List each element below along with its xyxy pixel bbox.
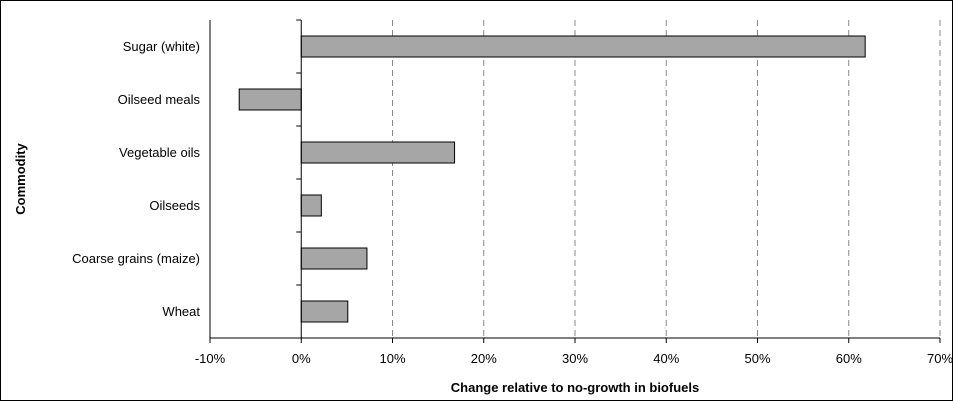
x-tick-label: 50% <box>744 351 770 366</box>
x-tick-label: 40% <box>653 351 679 366</box>
grid-lines <box>392 20 941 338</box>
x-tick-label: 20% <box>471 351 497 366</box>
category-label: Coarse grains (maize) <box>72 251 200 266</box>
bar <box>300 194 322 217</box>
x-tick-label: 10% <box>379 351 405 366</box>
x-tick-label: 60% <box>836 351 862 366</box>
category-label: Oilseeds <box>149 198 200 213</box>
bar <box>300 247 368 270</box>
category-labels: Sugar (white) Oilseed meals Vegetable oils… <box>72 39 200 319</box>
x-tick-label: -10% <box>195 351 226 366</box>
x-tick-labels: -10% 0% 10% 20% 30% 40% 50% 60% 70% <box>195 351 953 366</box>
x-axis-title: Change relative to no-growth in biofuels <box>451 380 699 395</box>
category-label: Wheat <box>162 304 200 319</box>
bar <box>238 88 302 111</box>
bar <box>300 141 456 164</box>
bars <box>238 35 866 323</box>
x-tick-label: 30% <box>562 351 588 366</box>
category-label: Sugar (white) <box>123 39 200 54</box>
category-label: Vegetable oils <box>119 145 200 160</box>
axes <box>209 19 941 343</box>
x-tick-label: 70% <box>927 351 953 366</box>
x-tick-label: 0% <box>292 351 311 366</box>
category-label: Oilseed meals <box>118 92 201 107</box>
y-axis-title: Commodity <box>13 142 28 214</box>
bar <box>300 300 349 323</box>
bar <box>300 35 866 58</box>
